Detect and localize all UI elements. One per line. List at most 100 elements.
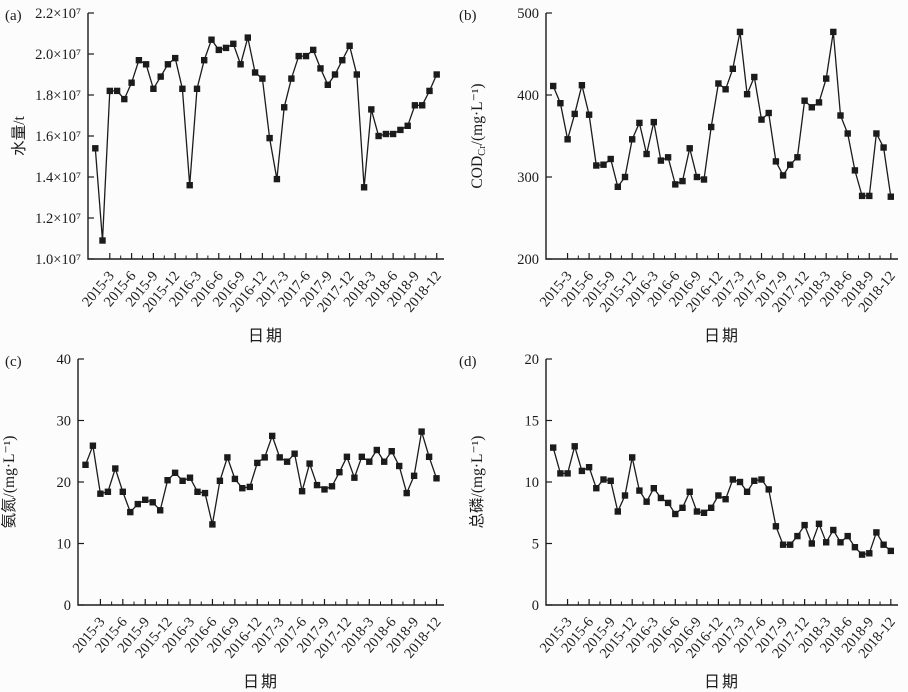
data-point-marker	[224, 454, 231, 461]
data-point-marker	[858, 551, 866, 558]
data-point-marker	[388, 448, 395, 455]
data-point-marker	[593, 162, 600, 169]
data-point-marker	[410, 472, 418, 479]
data-point-marker	[743, 488, 751, 495]
data-point-marker	[313, 481, 321, 489]
data-point-marker	[433, 71, 440, 78]
y-tick-label: 15	[525, 414, 540, 430]
axes	[545, 359, 898, 606]
data-point-marker	[269, 432, 276, 440]
data-point-marker	[172, 54, 179, 62]
data-point-marker	[302, 52, 310, 60]
data-point-marker	[82, 461, 89, 468]
data-point-marker	[708, 504, 715, 511]
data-point-marker	[92, 145, 99, 152]
data-point-marker	[880, 144, 887, 151]
data-point-marker	[722, 496, 729, 503]
data-point-marker	[306, 460, 313, 467]
y-axis-title: CODCr/(mg·L⁻¹)	[469, 83, 488, 188]
series-line	[84, 431, 438, 525]
data-point-marker	[339, 57, 346, 64]
data-point-marker	[186, 474, 194, 481]
data-point-marker	[636, 487, 643, 494]
data-point-marker	[880, 541, 887, 548]
data-point-marker	[585, 111, 593, 118]
data-point-marker	[317, 65, 324, 72]
data-point-marker	[418, 428, 425, 435]
y-axis-ticks: 1.0×10⁷ 1.2×10⁷ 1.4×10⁷ 1.6×10⁷ 1.8×10⁷ 2.0×1…	[35, 6, 94, 268]
data-point-marker	[179, 85, 186, 92]
panel-label: (b)	[459, 8, 477, 24]
data-point-marker	[150, 85, 157, 92]
data-point-marker	[557, 470, 564, 477]
data-point-marker	[765, 486, 772, 493]
data-point-marker	[382, 130, 390, 138]
data-point-marker	[700, 509, 708, 516]
data-point-marker	[216, 477, 224, 484]
data-point-marker	[614, 508, 621, 515]
data-point-marker	[353, 71, 360, 78]
data-point-marker	[693, 173, 701, 181]
data-point-marker	[751, 73, 758, 81]
data-point-marker	[186, 182, 193, 189]
data-point-marker	[373, 446, 380, 454]
x-axis-title: 日期	[704, 327, 740, 345]
total-phosphorus-chart: (d) 0 5 10 15 20 2015-32015-62015-92015-122016…	[459, 352, 899, 691]
data-point-marker	[679, 504, 686, 511]
data-point-marker	[557, 100, 564, 107]
data-point-marker	[222, 44, 230, 52]
data-point-marker	[113, 87, 121, 95]
series-line	[552, 443, 892, 556]
y-tick-label: 40	[57, 352, 72, 368]
data-point-marker	[708, 123, 715, 131]
panel-label: (a)	[5, 8, 22, 24]
y-axis-ticks: 0 5 10 15 20	[525, 352, 552, 614]
data-point-marker	[209, 521, 216, 528]
data-point-marker	[276, 454, 283, 461]
data-point-marker	[672, 510, 679, 518]
data-point-marker	[310, 46, 317, 54]
data-point-marker	[772, 158, 780, 165]
data-point-marker	[779, 172, 787, 179]
y-tick-label: 400	[517, 88, 539, 104]
data-point-marker	[643, 150, 650, 158]
data-point-marker	[621, 173, 629, 181]
data-point-marker	[629, 454, 636, 461]
data-point-marker	[578, 467, 586, 475]
data-point-marker	[873, 130, 880, 137]
data-point-marker	[215, 46, 222, 54]
y-tick-label: 0	[64, 598, 71, 614]
data-point-marker	[844, 130, 851, 137]
data-point-marker	[629, 136, 636, 143]
data-point-marker	[715, 80, 722, 87]
data-point-marker	[375, 132, 382, 140]
panel-label: (d)	[459, 354, 477, 370]
data-point-marker	[657, 494, 665, 502]
data-point-marker	[298, 488, 306, 495]
data-point-marker	[672, 181, 679, 188]
data-point-marker	[164, 61, 172, 68]
data-point-marker	[794, 154, 801, 161]
data-point-marker	[142, 496, 149, 503]
y-tick-label: 0	[532, 598, 539, 614]
data-point-marker	[607, 477, 614, 484]
x-axis-ticks: 2015-32015-62015-92015-122016-32016-6201…	[70, 599, 445, 662]
data-point-marker	[397, 126, 404, 134]
data-point-marker	[823, 75, 830, 82]
data-point-marker	[686, 145, 693, 152]
series-markers	[550, 443, 894, 558]
data-point-marker	[331, 71, 339, 78]
data-point-marker	[887, 193, 894, 200]
data-point-marker	[564, 470, 571, 477]
y-tick-label: 2.2×10⁷	[35, 6, 81, 22]
data-point-marker	[119, 488, 126, 495]
data-point-marker	[231, 475, 239, 483]
data-point-marker	[194, 488, 201, 495]
data-point-marker	[578, 82, 586, 89]
series-markers	[82, 428, 440, 528]
data-point-marker	[758, 476, 765, 483]
data-point-marker	[246, 483, 253, 491]
data-point-marker	[396, 462, 403, 470]
data-point-marker	[112, 465, 119, 472]
y-tick-label: 1.2×10⁷	[35, 211, 81, 227]
